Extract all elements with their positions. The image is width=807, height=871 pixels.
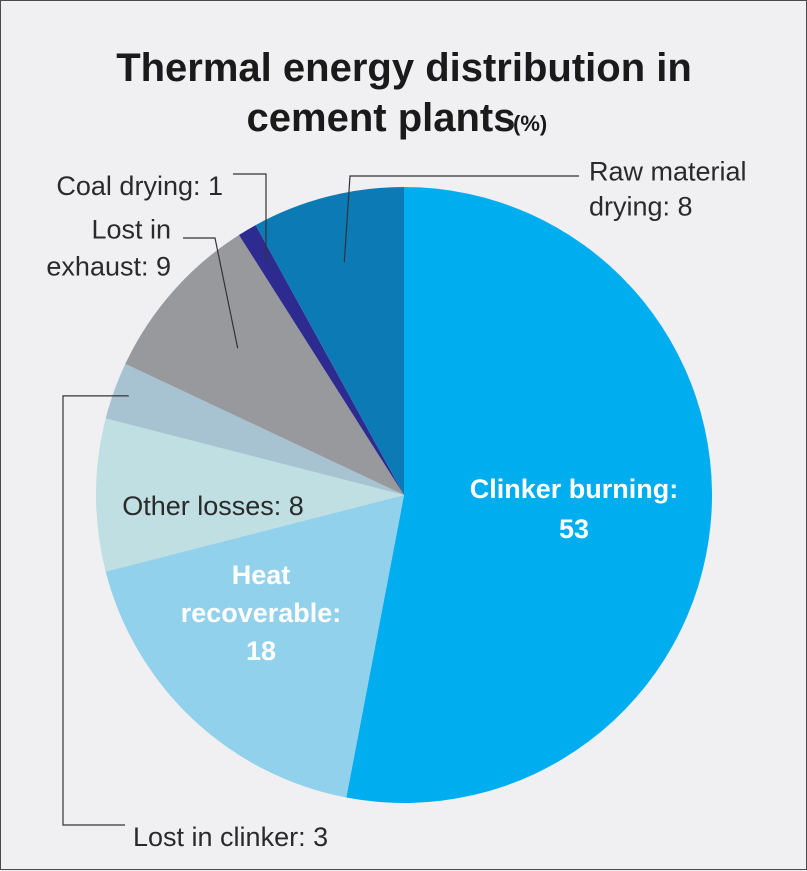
pie-slices — [95, 187, 712, 804]
slice-label-clinker-line2: 53 — [559, 514, 589, 544]
pie-slice-other — [95, 418, 405, 572]
chart-title-line1: Thermal energy distribution in — [116, 46, 692, 90]
pie-slice-exhaust — [125, 234, 405, 495]
slice-label-other-line1: Other losses: 8 — [122, 491, 304, 521]
slice-label-heat-line2: recoverable: — [181, 598, 342, 628]
leader-line-exhaust — [183, 237, 239, 349]
pie-slice-coal — [238, 225, 404, 496]
slice-labels: Clinker burning: 53 Heat recoverable: 18 Othe… — [46, 157, 746, 853]
slice-label-heat-line3: 18 — [246, 636, 276, 666]
pie-slice-clinker — [346, 187, 712, 804]
chart-title-line2: cement plants — [247, 96, 516, 140]
slice-label-exhaust-line2: exhaust: 9 — [46, 252, 171, 282]
slice-label-clinkerlost-line1: Lost in clinker: 3 — [133, 822, 328, 852]
leader-line-raw — [343, 175, 579, 263]
pie-slice-clinkerlost — [105, 363, 404, 495]
slice-label-heat-line1: Heat — [232, 560, 291, 590]
pie-slice-raw — [255, 187, 404, 495]
slice-label-coal-line1: Coal drying: 1 — [56, 171, 223, 201]
leader-line-coal — [233, 173, 267, 262]
slice-label-raw-line1: Raw material — [589, 157, 747, 187]
pie-slice-heat — [105, 495, 404, 798]
slice-label-raw-line2: drying: 8 — [589, 192, 693, 222]
slice-label-exhaust-line1: Lost in — [91, 215, 171, 245]
leader-line-clinkerlost — [62, 395, 129, 826]
slice-label-clinker-line1: Clinker burning: — [470, 474, 679, 504]
chart-title-unit: (%) — [513, 111, 547, 136]
